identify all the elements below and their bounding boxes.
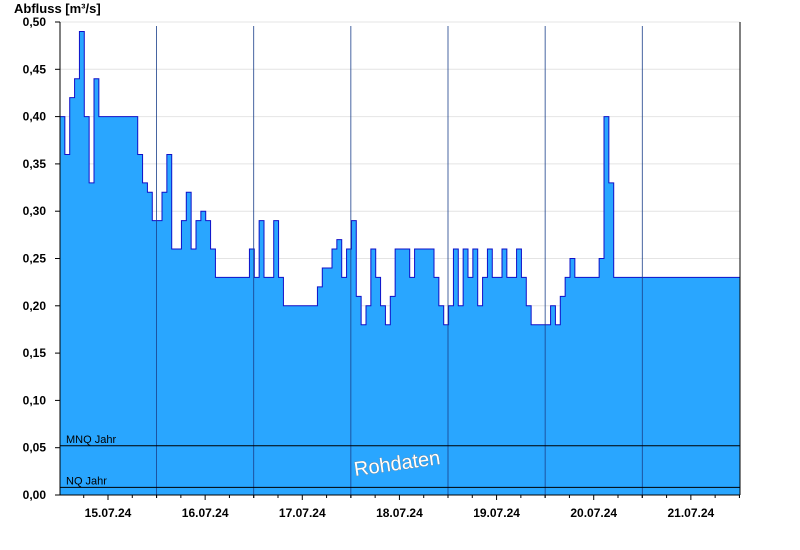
y-tick-label: 0,50 <box>23 15 47 29</box>
x-tick-label: 17.07.24 <box>279 506 326 520</box>
y-tick-label: 0,40 <box>23 110 47 124</box>
y-tick-label: 0,10 <box>23 393 47 407</box>
y-tick-label: 0,20 <box>23 299 47 313</box>
y-tick-label: 0,00 <box>23 488 47 502</box>
discharge-area <box>60 31 740 496</box>
reference-line-label: MNQ Jahr <box>66 434 116 446</box>
x-tick-label: 15.07.24 <box>85 506 132 520</box>
data-series <box>60 26 740 496</box>
y-tick-label: 0,25 <box>23 252 47 266</box>
x-tick-label: 20.07.24 <box>570 506 617 520</box>
y-axis-label: Abfluss [m³/s] <box>14 1 101 16</box>
y-tick-label: 0,45 <box>23 62 47 76</box>
y-tick-label: 0,05 <box>23 441 47 455</box>
reference-line-label: NQ Jahr <box>66 475 107 487</box>
x-tick-label: 21.07.24 <box>667 506 714 520</box>
y-tick-label: 0,15 <box>23 346 47 360</box>
x-tick-label: 18.07.24 <box>376 506 423 520</box>
x-tick-label: 16.07.24 <box>182 506 229 520</box>
x-tick-label: 19.07.24 <box>473 506 520 520</box>
reference-lines: MNQ Jahr NQ Jahr <box>60 434 740 488</box>
y-tick-label: 0,30 <box>23 204 47 218</box>
axes: 0,00 0,05 0,10 0,15 0,20 0,25 0,30 0,35 0,40 0,45… <box>23 15 741 520</box>
discharge-line <box>60 30 740 326</box>
y-tick-label: 0,35 <box>23 157 47 171</box>
